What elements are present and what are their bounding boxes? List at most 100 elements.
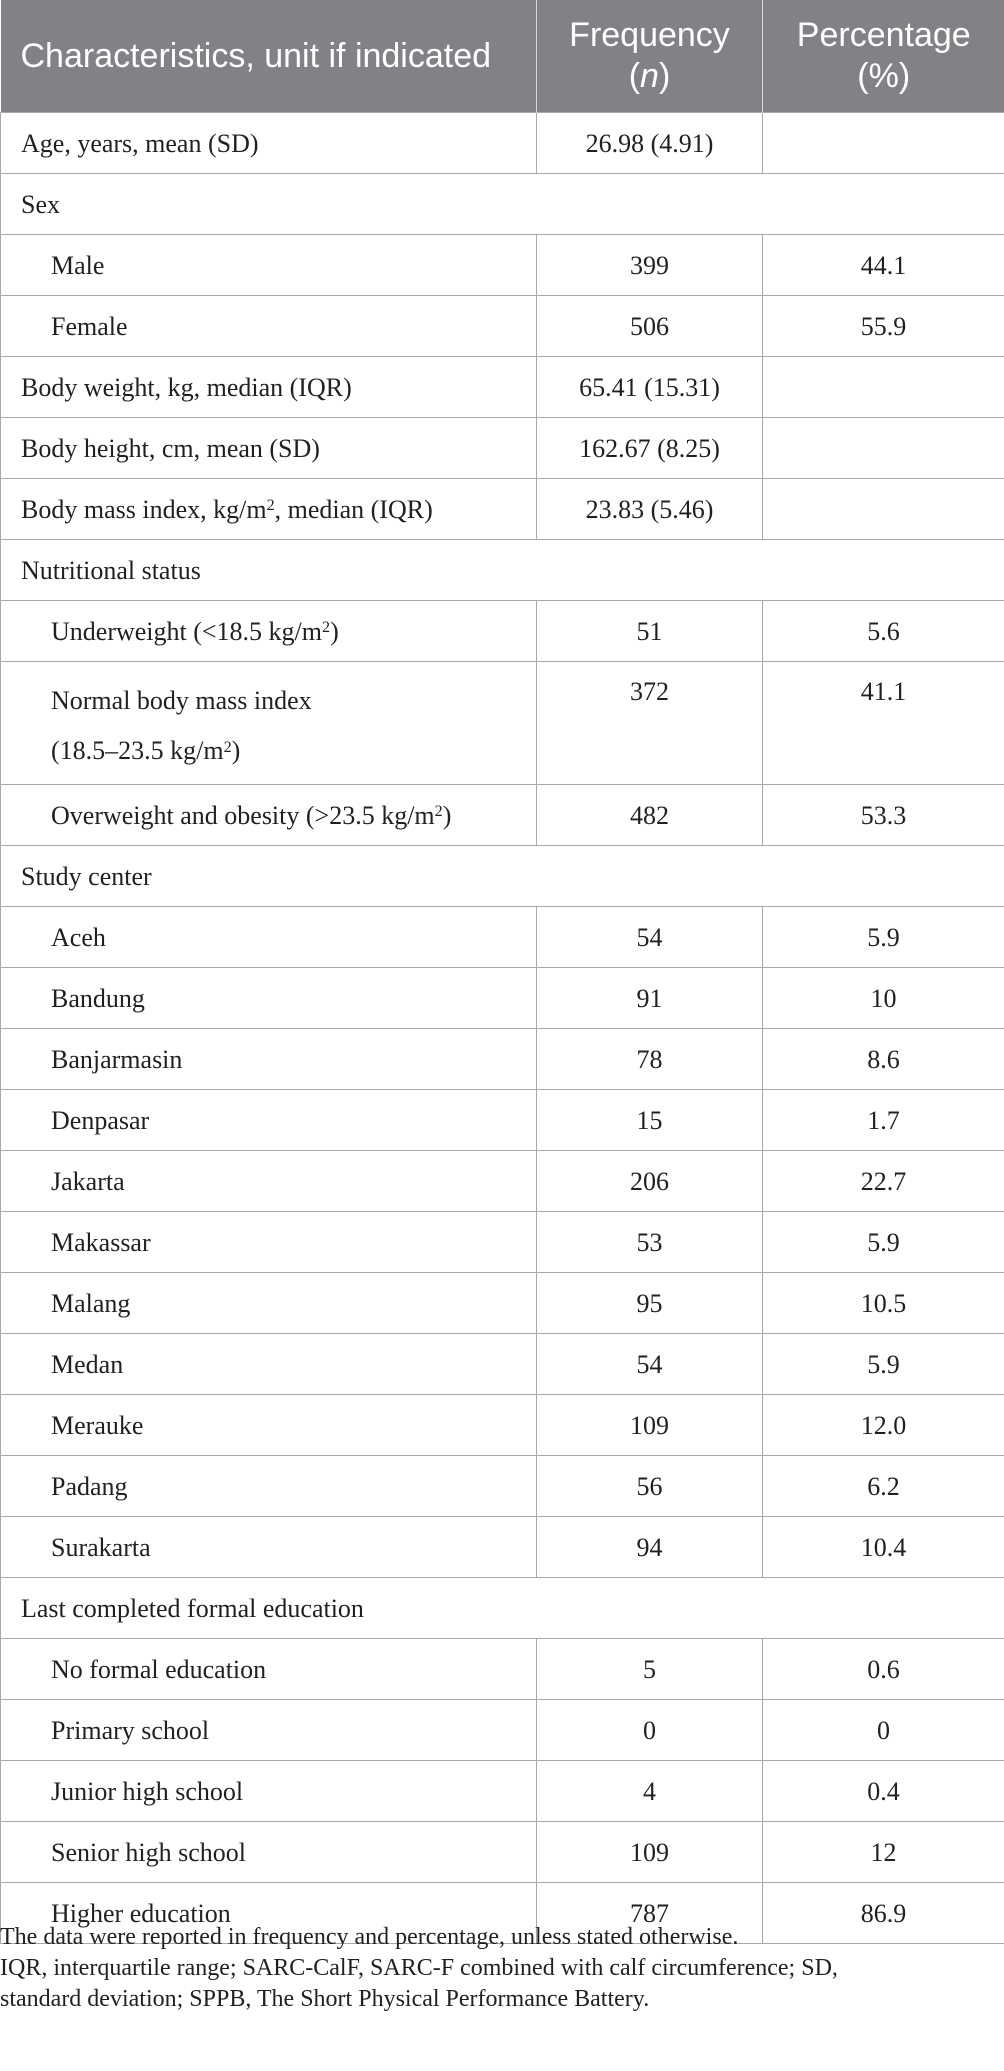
row-percentage: 0.4: [762, 1760, 1004, 1822]
row-label-text: Underweight (<18.5 kg/m: [51, 616, 323, 646]
table-row: Female 506 55.9: [0, 295, 1004, 357]
row-label-text: Overweight and obesity (>23.5 kg/m: [51, 800, 435, 830]
category-label: Sex: [0, 173, 1004, 235]
row-frequency: 206: [536, 1150, 763, 1212]
row-percentage: 10.5: [762, 1272, 1004, 1334]
table-row: No formal education 5 0.6: [0, 1638, 1004, 1700]
row-percentage: [762, 478, 1004, 540]
row-percentage: 86.9: [762, 1882, 1004, 1944]
header-percentage: Percentage (%): [762, 0, 1004, 113]
row-percentage: 12: [762, 1821, 1004, 1883]
row-label-text: , median (IQR): [274, 494, 433, 524]
row-percentage: 5.9: [762, 906, 1004, 968]
row-label: Overweight and obesity (>23.5 kg/m2): [0, 784, 537, 846]
row-percentage: 0: [762, 1699, 1004, 1761]
table-row: Overweight and obesity (>23.5 kg/m2) 482…: [0, 784, 1004, 846]
row-label: Surakarta: [0, 1516, 537, 1578]
superscript: 2: [266, 497, 275, 515]
table-footnotes: The data were reported in frequency and …: [0, 1922, 1004, 2015]
table-row: Age, years, mean (SD) 26.98 (4.91): [0, 112, 1004, 174]
table-row: Aceh 54 5.9: [0, 906, 1004, 968]
row-label: Bandung: [0, 967, 537, 1029]
footnote-line: IQR, interquartile range; SARC-CalF, SAR…: [0, 1955, 838, 1981]
header-row: Characteristics, unit if indicated Frequ…: [0, 0, 1004, 113]
row-frequency: 65.41 (15.31): [536, 356, 763, 418]
table-row: Bandung 91 10: [0, 967, 1004, 1029]
table-header: Characteristics, unit if indicated Frequ…: [0, 0, 1004, 113]
row-frequency: 53: [536, 1211, 763, 1273]
category-label: Last completed formal education: [0, 1577, 1004, 1639]
table-row: Malang 95 10.5: [0, 1272, 1004, 1334]
row-label: Normal body mass index (18.5–23.5 kg/m2): [0, 661, 537, 785]
table-row: Jakarta 206 22.7: [0, 1150, 1004, 1212]
row-frequency: 51: [536, 600, 763, 662]
table-row: Higher education 787 86.9: [0, 1882, 1004, 1944]
row-frequency: 56: [536, 1455, 763, 1517]
row-label: Junior high school: [0, 1760, 537, 1822]
row-label: Banjarmasin: [0, 1028, 537, 1090]
footnote-line: The data were reported in frequency and …: [0, 1924, 739, 1950]
row-label: Aceh: [0, 906, 537, 968]
row-percentage: 41.1: [762, 661, 1004, 785]
row-percentage: 53.3: [762, 784, 1004, 846]
superscript: 2: [434, 803, 443, 821]
row-label: Body mass index, kg/m2, median (IQR): [0, 478, 537, 540]
table-row-category: Last completed formal education: [0, 1577, 1004, 1639]
row-label-text: (18.5–23.5 kg/m: [51, 736, 224, 765]
row-label: Jakarta: [0, 1150, 537, 1212]
row-percentage: [762, 112, 1004, 174]
row-frequency: 54: [536, 1333, 763, 1395]
table-row: Padang 56 6.2: [0, 1455, 1004, 1517]
table-row: Surakarta 94 10.4: [0, 1516, 1004, 1578]
row-label-line1: Normal body mass index: [51, 686, 312, 715]
header-frequency-symbol: (n): [628, 57, 671, 95]
row-percentage: 0.6: [762, 1638, 1004, 1700]
superscript: 2: [322, 619, 331, 637]
row-frequency: 4: [536, 1760, 763, 1822]
row-frequency: 162.67 (8.25): [536, 417, 763, 479]
row-frequency: 109: [536, 1394, 763, 1456]
category-label: Study center: [0, 845, 1004, 907]
row-frequency: 787: [536, 1882, 763, 1944]
row-percentage: 5.6: [762, 600, 1004, 662]
row-label: Male: [0, 234, 537, 296]
row-label-text: ): [231, 736, 241, 765]
row-frequency: 95: [536, 1272, 763, 1334]
row-frequency: 94: [536, 1516, 763, 1578]
row-percentage: 22.7: [762, 1150, 1004, 1212]
table-row: Normal body mass index (18.5–23.5 kg/m2) …: [0, 661, 1004, 785]
table-row: Male 399 44.1: [0, 234, 1004, 296]
row-frequency: 78: [536, 1028, 763, 1090]
table-row-category: Nutritional status: [0, 539, 1004, 601]
header-percentage-symbol: (%): [857, 57, 911, 95]
row-percentage: 44.1: [762, 234, 1004, 296]
row-frequency: 23.83 (5.46): [536, 478, 763, 540]
footnote-line: standard deviation; SPPB, The Short Phys…: [0, 1986, 650, 2012]
row-percentage: 12.0: [762, 1394, 1004, 1456]
row-label: Medan: [0, 1333, 537, 1395]
row-frequency: 0: [536, 1699, 763, 1761]
row-frequency: 482: [536, 784, 763, 846]
table-row: Underweight (<18.5 kg/m2) 51 5.6: [0, 600, 1004, 662]
row-percentage: 8.6: [762, 1028, 1004, 1090]
row-label-text: ): [330, 616, 339, 646]
row-label: Age, years, mean (SD): [0, 112, 537, 174]
row-label: Primary school: [0, 1699, 537, 1761]
header-characteristics: Characteristics, unit if indicated: [0, 0, 537, 113]
row-label: Merauke: [0, 1394, 537, 1456]
row-percentage: 10: [762, 967, 1004, 1029]
table-row: Body weight, kg, median (IQR) 65.41 (15.…: [0, 356, 1004, 418]
table-container: Characteristics, unit if indicated Frequ…: [0, 0, 1004, 1944]
table-row: Primary school 0 0: [0, 1699, 1004, 1761]
row-label: No formal education: [0, 1638, 537, 1700]
row-label: Senior high school: [0, 1821, 537, 1883]
row-frequency: 15: [536, 1089, 763, 1151]
row-frequency: 54: [536, 906, 763, 968]
row-percentage: 55.9: [762, 295, 1004, 357]
row-label: Female: [0, 295, 537, 357]
row-percentage: 1.7: [762, 1089, 1004, 1151]
table-row: Junior high school 4 0.4: [0, 1760, 1004, 1822]
table-row: Body mass index, kg/m2, median (IQR) 23.…: [0, 478, 1004, 540]
row-label-text: ): [442, 800, 452, 830]
row-percentage: 6.2: [762, 1455, 1004, 1517]
